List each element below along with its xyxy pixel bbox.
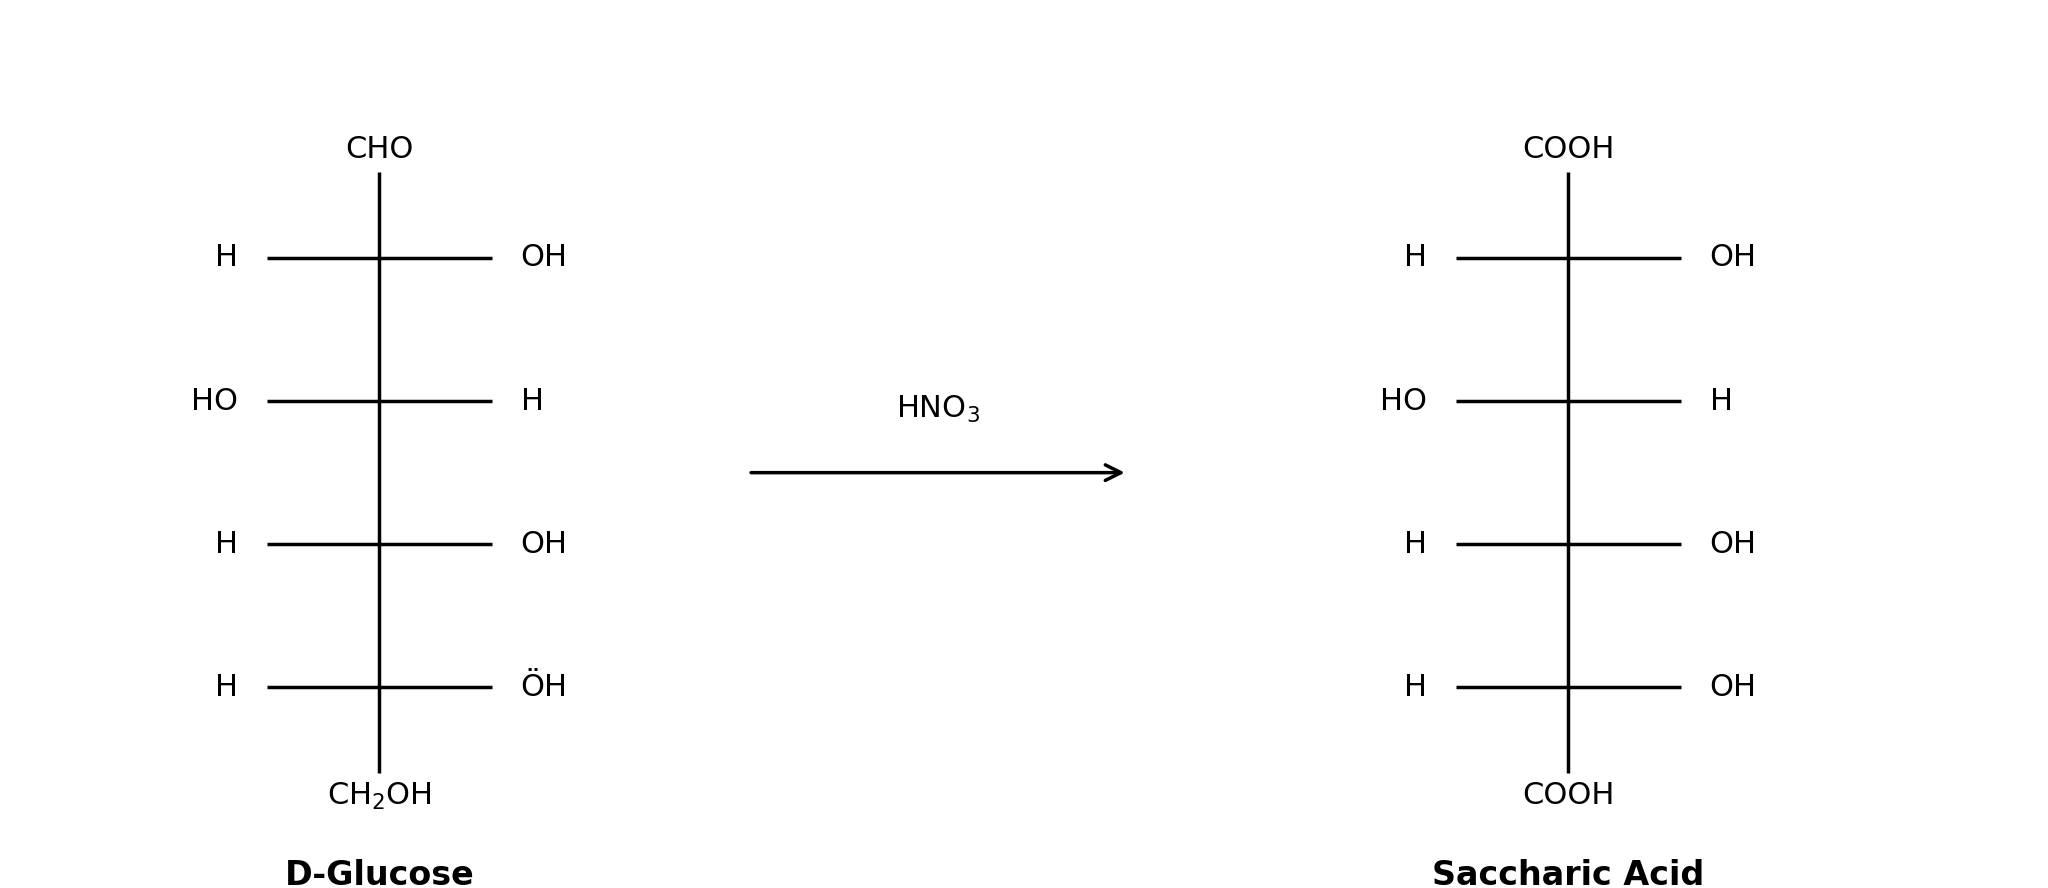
Text: H: H (1403, 673, 1427, 702)
Text: HO: HO (190, 386, 238, 416)
Text: H: H (1403, 243, 1427, 273)
Text: COOH: COOH (1522, 781, 1614, 810)
Text: OH: OH (520, 243, 567, 273)
Text: H: H (520, 386, 543, 416)
Text: OH: OH (520, 530, 567, 559)
Text: HNO$_3$: HNO$_3$ (895, 393, 979, 424)
Text: D-Glucose: D-Glucose (285, 860, 475, 888)
Text: Saccharic Acid: Saccharic Acid (1432, 860, 1704, 888)
Text: COOH: COOH (1522, 135, 1614, 164)
Text: OH: OH (1710, 243, 1757, 273)
Text: CH$_2$OH: CH$_2$OH (328, 781, 432, 813)
Text: HO: HO (1380, 386, 1427, 416)
Text: H: H (1710, 386, 1733, 416)
Text: CHO: CHO (344, 135, 414, 164)
Text: H: H (1403, 530, 1427, 559)
Text: ÖH: ÖH (520, 673, 567, 702)
Text: OH: OH (1710, 673, 1757, 702)
Text: H: H (215, 243, 238, 273)
Text: H: H (215, 673, 238, 702)
Text: OH: OH (1710, 530, 1757, 559)
Text: H: H (215, 530, 238, 559)
